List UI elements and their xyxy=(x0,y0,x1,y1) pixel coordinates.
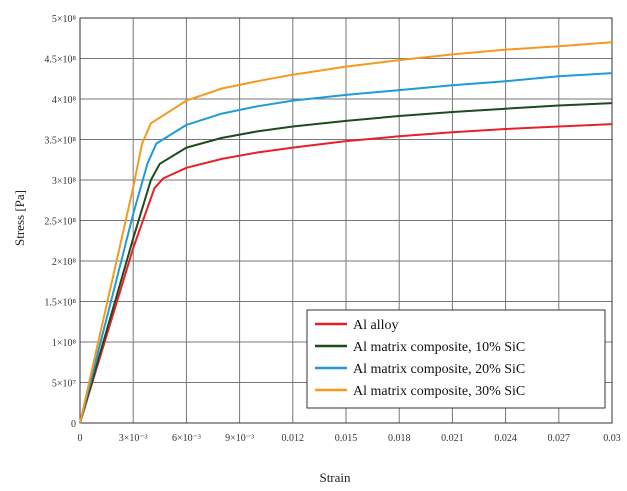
plot-frame xyxy=(79,17,613,424)
x-tick-label: 6×10⁻³ xyxy=(172,433,201,444)
x-tick-label: 0.012 xyxy=(282,433,305,444)
legend-entry-label: Al matrix composite, 30% SiC xyxy=(353,384,525,399)
y-tick-label: 3×10⁸ xyxy=(52,176,77,187)
x-axis-label: Strain xyxy=(319,470,351,485)
x-tick-label: 9×10⁻³ xyxy=(225,433,254,444)
y-axis-label: Stress [Pa] xyxy=(12,190,27,246)
y-tick-label: 3.5×10⁸ xyxy=(44,136,76,147)
y-tick-label: 1×10⁸ xyxy=(52,338,77,349)
y-tick-label: 4×10⁸ xyxy=(52,95,77,106)
y-tick-label: 0 xyxy=(71,419,76,430)
legend-box xyxy=(306,309,606,409)
y-tick-label: 5×10⁷ xyxy=(52,379,77,390)
y-tick-labels: 0 5×10⁷ 1×10⁸ 1.5×10⁸ 2×10⁸ 2.5×10⁸ 3×10⁸ 3.5×1… xyxy=(44,14,76,430)
y-tick-label: 1.5×10⁸ xyxy=(44,298,76,309)
legend-entry-label: Al matrix composite, 20% SiC xyxy=(353,362,525,377)
legend: Al alloy Al matrix composite, 10% SiC Al m… xyxy=(306,309,606,409)
legend-entry-label: Al alloy xyxy=(353,318,399,333)
x-tick-label: 0 xyxy=(78,433,83,444)
x-tick-label: 0.03 xyxy=(603,433,621,444)
x-tick-label: 0.027 xyxy=(548,433,571,444)
series-line-1 xyxy=(79,123,613,424)
series-line-4 xyxy=(79,41,613,424)
x-tick-label: 0.015 xyxy=(335,433,358,444)
x-tick-label: 0.018 xyxy=(388,433,411,444)
x-tick-label: 3×10⁻³ xyxy=(119,433,148,444)
series-lines xyxy=(79,41,613,424)
x-tick-labels: 0 3×10⁻³ 6×10⁻³ 9×10⁻³ 0.012 0.015 0.018 0.021 0… xyxy=(78,433,621,444)
x-tick-label: 0.024 xyxy=(494,433,517,444)
series-line-2 xyxy=(79,102,613,424)
y-tick-label: 2.5×10⁸ xyxy=(44,217,76,228)
y-tick-label: 4.5×10⁸ xyxy=(44,55,76,66)
x-tick-label: 0.021 xyxy=(441,433,464,444)
legend-entry-label: Al matrix composite, 10% SiC xyxy=(353,340,525,355)
series-line-3 xyxy=(79,72,613,424)
y-tick-label: 5×10⁸ xyxy=(52,14,77,25)
y-tick-label: 2×10⁸ xyxy=(52,257,77,268)
